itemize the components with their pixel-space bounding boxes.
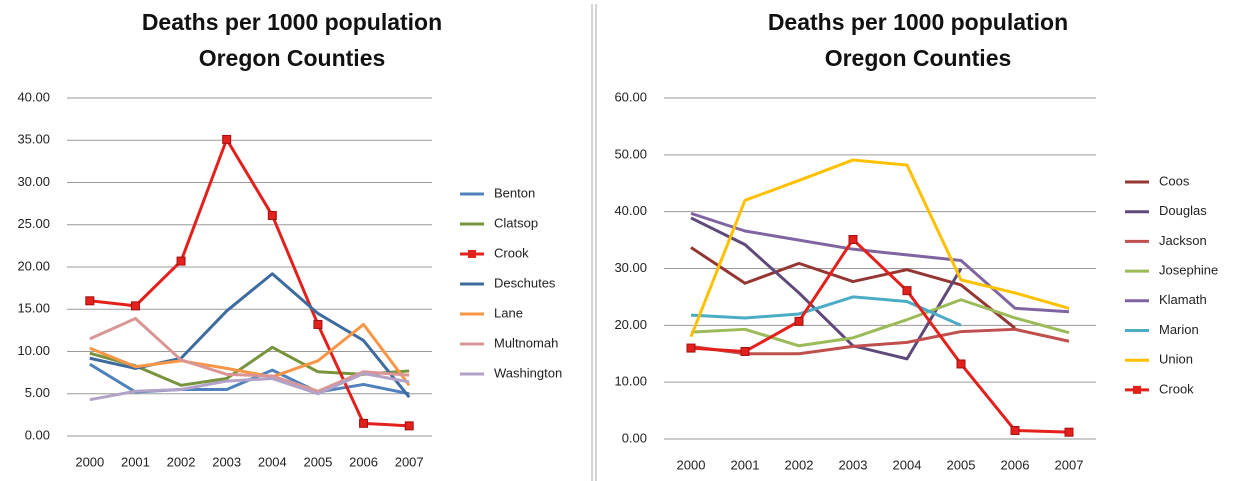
y-tick-label: 10.00 bbox=[614, 374, 647, 389]
legend-label: Douglas bbox=[1159, 203, 1207, 218]
legend-marker bbox=[468, 250, 476, 258]
legend-label: Josephine bbox=[1159, 263, 1218, 278]
x-tick-label: 2001 bbox=[731, 457, 760, 472]
x-tick-label: 2006 bbox=[349, 454, 378, 469]
chart-title: Oregon Counties bbox=[825, 45, 1012, 71]
y-tick-label: 15.00 bbox=[17, 301, 50, 316]
x-tick-label: 2000 bbox=[75, 454, 104, 469]
point-marker bbox=[404, 421, 414, 431]
x-tick-label: 2005 bbox=[303, 454, 332, 469]
y-tick-label: 20.00 bbox=[614, 317, 647, 332]
legend-label: Coos bbox=[1159, 173, 1190, 188]
y-tick-label: 0.00 bbox=[25, 427, 50, 442]
x-tick-label: 2001 bbox=[121, 454, 150, 469]
y-tick-label: 35.00 bbox=[17, 132, 50, 147]
point-marker bbox=[222, 134, 232, 144]
series-line bbox=[89, 137, 410, 428]
point-marker bbox=[313, 319, 323, 329]
x-tick-label: 2007 bbox=[395, 454, 424, 469]
legend-label: Crook bbox=[494, 245, 529, 260]
series-line bbox=[690, 211, 1070, 314]
legend-label: Benton bbox=[494, 185, 535, 200]
y-tick-label: 5.00 bbox=[25, 385, 50, 400]
x-tick-label: 2006 bbox=[1001, 457, 1030, 472]
x-tick-label: 2004 bbox=[258, 454, 287, 469]
series-line bbox=[690, 298, 1070, 348]
y-tick-label: 40.00 bbox=[17, 89, 50, 104]
point-marker bbox=[686, 343, 696, 353]
point-marker bbox=[956, 359, 966, 369]
series-line bbox=[89, 317, 410, 393]
legend-label: Crook bbox=[1159, 381, 1194, 396]
chart-title: Oregon Counties bbox=[199, 45, 386, 71]
legend-label: Lane bbox=[494, 305, 523, 320]
legend-label: Deschutes bbox=[494, 275, 556, 290]
legend-label: Marion bbox=[1159, 322, 1199, 337]
x-tick-label: 2004 bbox=[893, 457, 922, 472]
point-marker bbox=[176, 256, 186, 266]
series-line bbox=[690, 246, 1016, 330]
series-line bbox=[690, 327, 1070, 356]
series-line bbox=[89, 322, 411, 387]
x-tick-label: 2003 bbox=[839, 457, 868, 472]
y-tick-label: 40.00 bbox=[614, 203, 647, 218]
legend-label: Washington bbox=[494, 365, 562, 380]
x-tick-label: 2003 bbox=[212, 454, 241, 469]
legend-label: Union bbox=[1159, 352, 1193, 367]
y-tick-label: 10.00 bbox=[17, 343, 50, 358]
x-tick-label: 2000 bbox=[677, 457, 706, 472]
y-tick-label: 30.00 bbox=[17, 174, 50, 189]
y-tick-label: 20.00 bbox=[17, 258, 50, 273]
point-marker bbox=[359, 418, 369, 428]
legend-label: Multnomah bbox=[494, 335, 558, 350]
x-tick-label: 2002 bbox=[785, 457, 814, 472]
series-line bbox=[690, 216, 963, 361]
y-tick-label: 25.00 bbox=[17, 216, 50, 231]
y-tick-label: 60.00 bbox=[614, 89, 647, 104]
point-marker bbox=[794, 316, 804, 326]
y-tick-label: 30.00 bbox=[614, 260, 647, 275]
legend-label: Jackson bbox=[1159, 233, 1207, 248]
series-line bbox=[690, 295, 962, 327]
legend-label: Clatsop bbox=[494, 215, 538, 230]
y-tick-label: 0.00 bbox=[622, 430, 647, 445]
x-tick-label: 2007 bbox=[1055, 457, 1084, 472]
point-marker bbox=[848, 235, 858, 245]
x-tick-label: 2002 bbox=[167, 454, 196, 469]
point-marker bbox=[130, 301, 140, 311]
point-marker bbox=[902, 286, 912, 296]
legend-label: Klamath bbox=[1159, 292, 1207, 307]
point-marker bbox=[1010, 425, 1020, 435]
series-line bbox=[690, 238, 1070, 434]
x-tick-label: 2005 bbox=[947, 457, 976, 472]
point-marker bbox=[267, 210, 277, 220]
point-marker bbox=[85, 296, 95, 306]
series-line bbox=[689, 158, 1070, 338]
point-marker bbox=[1064, 427, 1074, 437]
y-tick-label: 50.00 bbox=[614, 146, 647, 161]
chart-title: Deaths per 1000 population bbox=[142, 9, 442, 35]
chart-title: Deaths per 1000 population bbox=[768, 9, 1068, 35]
series-line bbox=[89, 371, 410, 402]
point-marker bbox=[740, 346, 750, 356]
legend-marker bbox=[1133, 385, 1141, 394]
